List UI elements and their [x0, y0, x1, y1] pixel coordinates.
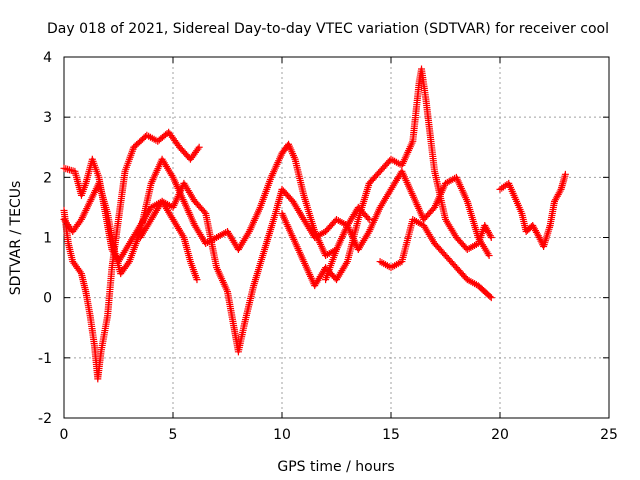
- data-point: [200, 208, 208, 216]
- data-point: [486, 232, 494, 240]
- data-point: [365, 215, 373, 223]
- y-tick-label: -1: [38, 351, 52, 367]
- y-tick-label: 2: [43, 170, 52, 186]
- data-point: [364, 214, 372, 222]
- data-point: [195, 143, 203, 151]
- x-tick-label: 10: [273, 427, 291, 443]
- data-point: [76, 217, 84, 225]
- grid: [64, 57, 609, 418]
- y-tick-label: 4: [43, 50, 52, 66]
- chart-title: Day 018 of 2021, Sidereal Day-to-day VTE…: [47, 21, 609, 37]
- y-tick-label: 0: [43, 291, 52, 307]
- data-points: [60, 65, 569, 383]
- data-point: [124, 259, 132, 267]
- series-track-7: [376, 215, 495, 302]
- data-point: [194, 145, 202, 153]
- data-point: [486, 292, 494, 300]
- x-axis-label: GPS time / hours: [277, 459, 394, 475]
- data-point: [487, 294, 495, 302]
- series-track-4: [136, 179, 373, 356]
- y-tick-label: 1: [43, 231, 52, 247]
- series-track-6: [322, 167, 493, 284]
- x-tick-label: 25: [600, 427, 618, 443]
- y-tick-label: -2: [38, 411, 52, 427]
- y-axis-label: SDTVAR / TECUs: [8, 181, 24, 296]
- x-tick-label: 15: [382, 427, 400, 443]
- series-track-8: [496, 170, 569, 251]
- data-point: [485, 252, 493, 260]
- data-point: [561, 170, 569, 178]
- data-point: [487, 234, 495, 241]
- x-tick-label: 5: [169, 427, 178, 443]
- data-point: [193, 276, 201, 284]
- data-point: [556, 187, 564, 195]
- x-tick-label: 0: [60, 427, 69, 443]
- data-point: [76, 268, 84, 276]
- axis-ticks: 0 5 10 15 20 25 -2 -1 0 1 2 3 4: [38, 50, 618, 443]
- x-tick-label: 20: [491, 427, 509, 443]
- series-track-5: [278, 65, 495, 290]
- y-tick-label: 3: [43, 110, 52, 126]
- data-point: [534, 232, 542, 240]
